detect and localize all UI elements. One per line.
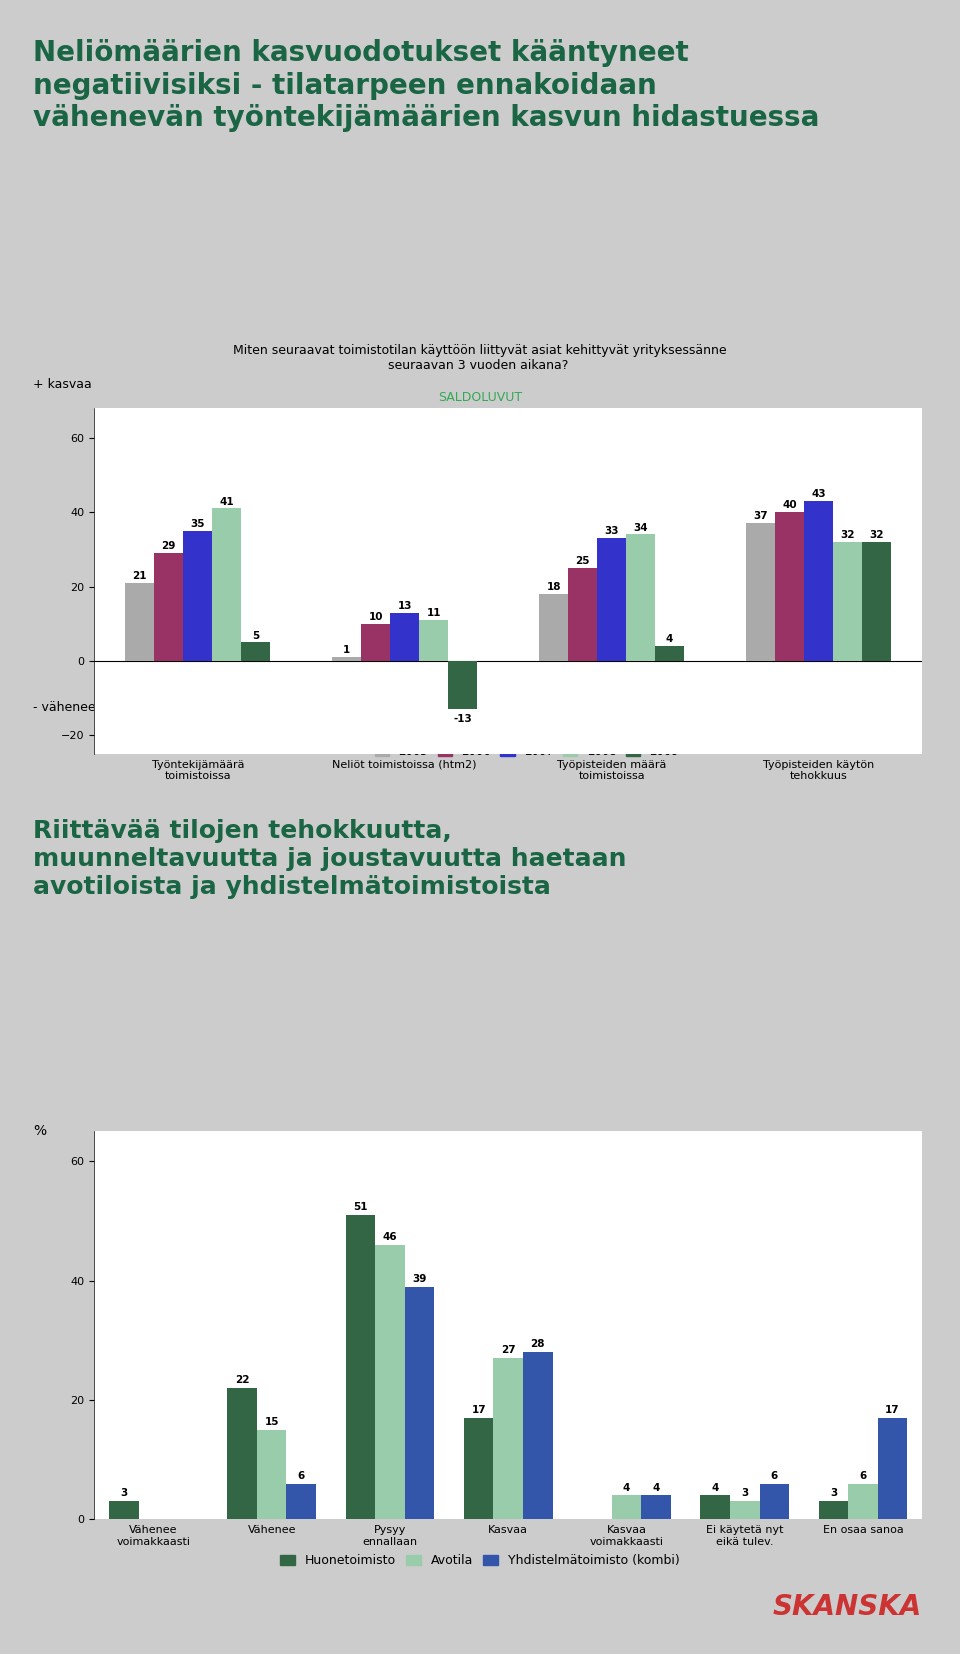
Bar — [540, 594, 568, 662]
Text: Neliömäärien kasvuodotukset kääntyneet
negatiivisiksi - tilatarpeen ennakoidaan
: Neliömäärien kasvuodotukset kääntyneet n… — [33, 40, 820, 132]
Text: 4: 4 — [653, 1482, 660, 1492]
Bar — [257, 1429, 286, 1520]
Text: 6: 6 — [771, 1470, 778, 1480]
Text: Miten seuraavat toimistotilan käyttöön liittyvät asiat kehittyvät yrityksessänne: Miten seuraavat toimistotilan käyttöön l… — [233, 344, 727, 372]
Text: SALDOLUVUT: SALDOLUVUT — [438, 392, 522, 404]
Bar — [464, 1417, 493, 1520]
Text: 5: 5 — [252, 630, 259, 640]
Bar — [626, 534, 655, 662]
Bar — [361, 624, 391, 662]
Bar — [155, 552, 183, 662]
Text: 28: 28 — [531, 1340, 545, 1350]
Text: 25: 25 — [575, 556, 590, 566]
Bar — [523, 1353, 553, 1520]
Bar — [655, 647, 684, 662]
Text: 21: 21 — [132, 571, 147, 581]
Text: 22: 22 — [235, 1374, 250, 1384]
Text: 4: 4 — [666, 633, 673, 645]
Text: 32: 32 — [840, 529, 855, 539]
Text: 46: 46 — [383, 1232, 397, 1242]
Bar — [819, 1502, 849, 1520]
Text: 3: 3 — [741, 1489, 749, 1499]
Text: -13: -13 — [453, 715, 472, 724]
Bar — [212, 508, 241, 662]
Text: 4: 4 — [623, 1482, 630, 1492]
Bar — [448, 662, 477, 710]
Bar — [804, 501, 833, 662]
Text: 37: 37 — [754, 511, 768, 521]
Text: 29: 29 — [161, 541, 176, 551]
Text: 1: 1 — [343, 645, 350, 655]
Bar — [375, 1245, 405, 1520]
Text: SKANSKA: SKANSKA — [773, 718, 923, 746]
Bar — [759, 1484, 789, 1520]
Bar — [730, 1502, 759, 1520]
Bar — [241, 642, 270, 662]
Bar — [849, 1484, 877, 1520]
Bar — [126, 582, 155, 662]
Bar — [612, 1495, 641, 1520]
Text: 17: 17 — [471, 1404, 486, 1414]
Legend: 2005, 2006, 2007, 2008, 2009: 2005, 2006, 2007, 2008, 2009 — [371, 741, 684, 762]
Text: 33: 33 — [605, 526, 619, 536]
Bar — [391, 612, 420, 662]
Text: 35: 35 — [190, 519, 205, 529]
Text: 40: 40 — [782, 500, 797, 509]
Text: 3: 3 — [829, 1489, 837, 1499]
Bar — [109, 1502, 138, 1520]
Bar — [286, 1484, 316, 1520]
Text: 3: 3 — [120, 1489, 128, 1499]
Text: SKANSKA: SKANSKA — [773, 1593, 923, 1621]
Text: + kasvaa: + kasvaa — [33, 377, 92, 390]
Text: 41: 41 — [220, 496, 234, 506]
Bar — [405, 1287, 434, 1520]
Bar — [183, 531, 212, 662]
Text: 17: 17 — [885, 1404, 900, 1414]
Bar — [568, 567, 597, 662]
Text: 34: 34 — [634, 523, 648, 533]
Text: %: % — [33, 1125, 46, 1138]
Bar — [493, 1358, 523, 1520]
Text: 10: 10 — [369, 612, 383, 622]
Bar — [332, 657, 361, 662]
Text: 32: 32 — [870, 529, 884, 539]
Bar — [776, 513, 804, 662]
Text: 4: 4 — [711, 1482, 719, 1492]
Text: 51: 51 — [353, 1202, 368, 1212]
Text: 15: 15 — [264, 1417, 279, 1427]
Text: 43: 43 — [811, 490, 826, 500]
Text: 39: 39 — [413, 1274, 426, 1284]
Bar — [641, 1495, 671, 1520]
Bar — [746, 523, 776, 662]
Text: 11: 11 — [426, 609, 441, 619]
Text: - vähenee: - vähenee — [33, 701, 96, 715]
Text: Riittävää tilojen tehokkuutta,
muunneltavuutta ja joustavuutta haetaan
avotilois: Riittävää tilojen tehokkuutta, muunnelta… — [33, 819, 627, 898]
Text: 13: 13 — [397, 600, 412, 610]
Text: 6: 6 — [859, 1470, 867, 1480]
Bar — [228, 1388, 257, 1520]
Text: 6: 6 — [298, 1470, 305, 1480]
Bar — [877, 1417, 907, 1520]
Bar — [597, 538, 626, 662]
Text: 27: 27 — [501, 1345, 516, 1355]
Bar — [701, 1495, 730, 1520]
Bar — [833, 543, 862, 662]
Bar — [346, 1216, 375, 1520]
Text: 18: 18 — [546, 582, 561, 592]
Legend: Huonetoimisto, Avotila, Yhdistelmätoimisto (kombi): Huonetoimisto, Avotila, Yhdistelmätoimis… — [275, 1550, 685, 1573]
Bar — [420, 620, 448, 662]
Bar — [862, 543, 891, 662]
